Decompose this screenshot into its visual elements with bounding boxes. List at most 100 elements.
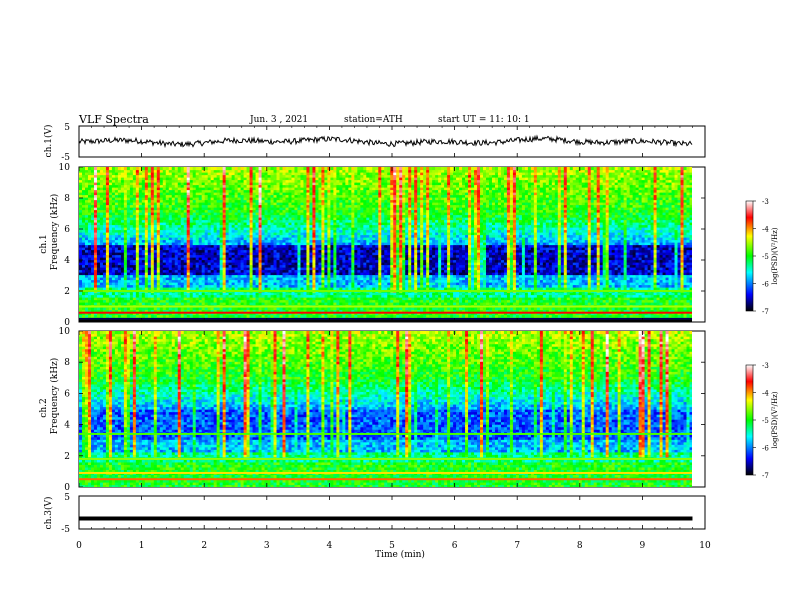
spectrogram-cell <box>282 314 287 318</box>
spectrogram-cell <box>117 269 122 273</box>
spectrogram-cell <box>584 269 589 273</box>
spectrogram-cell <box>135 292 140 296</box>
spectrogram-cell <box>551 292 556 296</box>
spectrogram-cell <box>84 302 89 306</box>
spectrogram-cell <box>608 314 613 318</box>
spectrogram-cell <box>683 287 688 291</box>
spectrogram-cell <box>524 297 529 301</box>
spectrogram-cell <box>456 307 460 311</box>
spectrogram-cell <box>297 307 302 311</box>
spectrogram-cell <box>426 279 430 283</box>
spectrogram-cell <box>123 314 128 318</box>
spectrogram-cell <box>222 279 227 283</box>
spectrogram-cell <box>632 314 637 318</box>
spectrogram-cell <box>423 277 427 281</box>
spectrogram-cell <box>551 277 556 281</box>
spectrogram-cell <box>336 287 340 291</box>
spectrogram-cell <box>423 297 427 301</box>
spectrogram-cell <box>87 262 92 266</box>
spectrogram-cell <box>276 307 281 311</box>
spectrogram-cell <box>312 262 317 266</box>
spectrogram-cell <box>159 307 164 311</box>
spectrogram-cell <box>602 294 607 298</box>
spectrogram-cell <box>213 274 218 278</box>
spectrogram-cell <box>321 287 325 291</box>
spectrogram-cell <box>270 264 275 268</box>
spectrogram-cell <box>300 314 305 318</box>
spectrogram-cell <box>318 292 322 296</box>
spectrogram-cell <box>318 284 322 288</box>
spectrogram-cell <box>288 272 293 276</box>
spectrogram-cell <box>147 282 152 286</box>
spectrogram-cell <box>234 274 239 278</box>
spectrogram-cell <box>318 272 322 276</box>
spectrogram-cell <box>321 262 325 266</box>
spectrogram-cell <box>638 287 643 291</box>
spectrogram-cell <box>518 294 523 298</box>
spectrogram-cell <box>276 309 281 313</box>
spectrogram-cell <box>354 262 358 266</box>
spectrogram-cell <box>420 267 424 271</box>
spectrogram-cell <box>512 269 517 273</box>
spectrogram-cell <box>432 277 436 281</box>
spectrogram-cell <box>354 294 358 298</box>
spectrogram-cell <box>312 297 317 301</box>
spectrogram-cell <box>81 302 86 306</box>
spectrogram-cell <box>578 302 583 306</box>
spectrogram-cell <box>623 277 628 281</box>
spectrogram-cell <box>384 287 388 291</box>
spectrogram-cell <box>402 262 406 266</box>
spectrogram-cell <box>644 302 649 306</box>
spectrogram-cell <box>438 282 442 286</box>
spectrogram-cell <box>84 282 89 286</box>
spectrogram-cell <box>572 294 577 298</box>
spectrogram-cell <box>183 287 188 291</box>
spectrogram-cell <box>174 292 179 296</box>
spectrogram-cell <box>102 307 107 311</box>
spectrogram-cell <box>665 279 670 283</box>
spectrogram-cell <box>459 272 463 276</box>
spectrogram-cell <box>435 294 439 298</box>
spectrogram-cell <box>680 279 685 283</box>
spectrogram-cell <box>408 264 412 268</box>
spectrogram-cell <box>252 269 257 273</box>
spectrogram-cell <box>420 309 424 313</box>
spectrogram-cell <box>198 307 203 311</box>
spectrogram-cell <box>689 272 692 276</box>
spectrogram-cell <box>273 282 278 286</box>
spectrogram-cell <box>129 272 134 276</box>
spectrogram-cell <box>426 277 430 281</box>
spectrogram-cell <box>608 274 613 278</box>
spectrogram-cell <box>477 269 481 273</box>
spectrogram-cell <box>79 284 83 288</box>
spectrogram-cell <box>258 292 263 296</box>
spectrogram-cell <box>483 309 487 313</box>
spectrogram-cell <box>456 282 460 286</box>
spectrogram-cell <box>231 314 236 318</box>
spectrogram-cell <box>438 262 442 266</box>
spectrogram-cell <box>653 287 658 291</box>
spectrogram-cell <box>456 287 460 291</box>
spectrogram-cell <box>255 299 260 303</box>
spectrogram-cell <box>213 269 218 273</box>
spectrogram-cell <box>503 274 508 278</box>
spectrogram-cell <box>186 264 191 268</box>
spectrogram-cell <box>354 277 358 281</box>
spectrogram-cell <box>686 297 691 301</box>
spectrogram-cell <box>189 292 194 296</box>
spectrogram-cell <box>447 307 451 311</box>
spectrogram-cell <box>614 292 619 296</box>
spectrogram-cell <box>521 314 526 318</box>
spectrogram-cell <box>477 264 481 268</box>
spectrogram-cell <box>156 284 161 288</box>
spectrogram-cell <box>216 279 221 283</box>
spectrogram-cell <box>596 282 601 286</box>
spectrogram-cell <box>303 307 308 311</box>
spectrogram-cell <box>369 262 373 266</box>
spectrogram-cell <box>84 307 89 311</box>
spectrogram-cell <box>159 294 164 298</box>
spectrogram-cell <box>333 262 337 266</box>
spectrogram-cell <box>87 309 92 313</box>
spectrogram-cell <box>656 262 661 266</box>
spectrogram-cell <box>441 299 445 303</box>
